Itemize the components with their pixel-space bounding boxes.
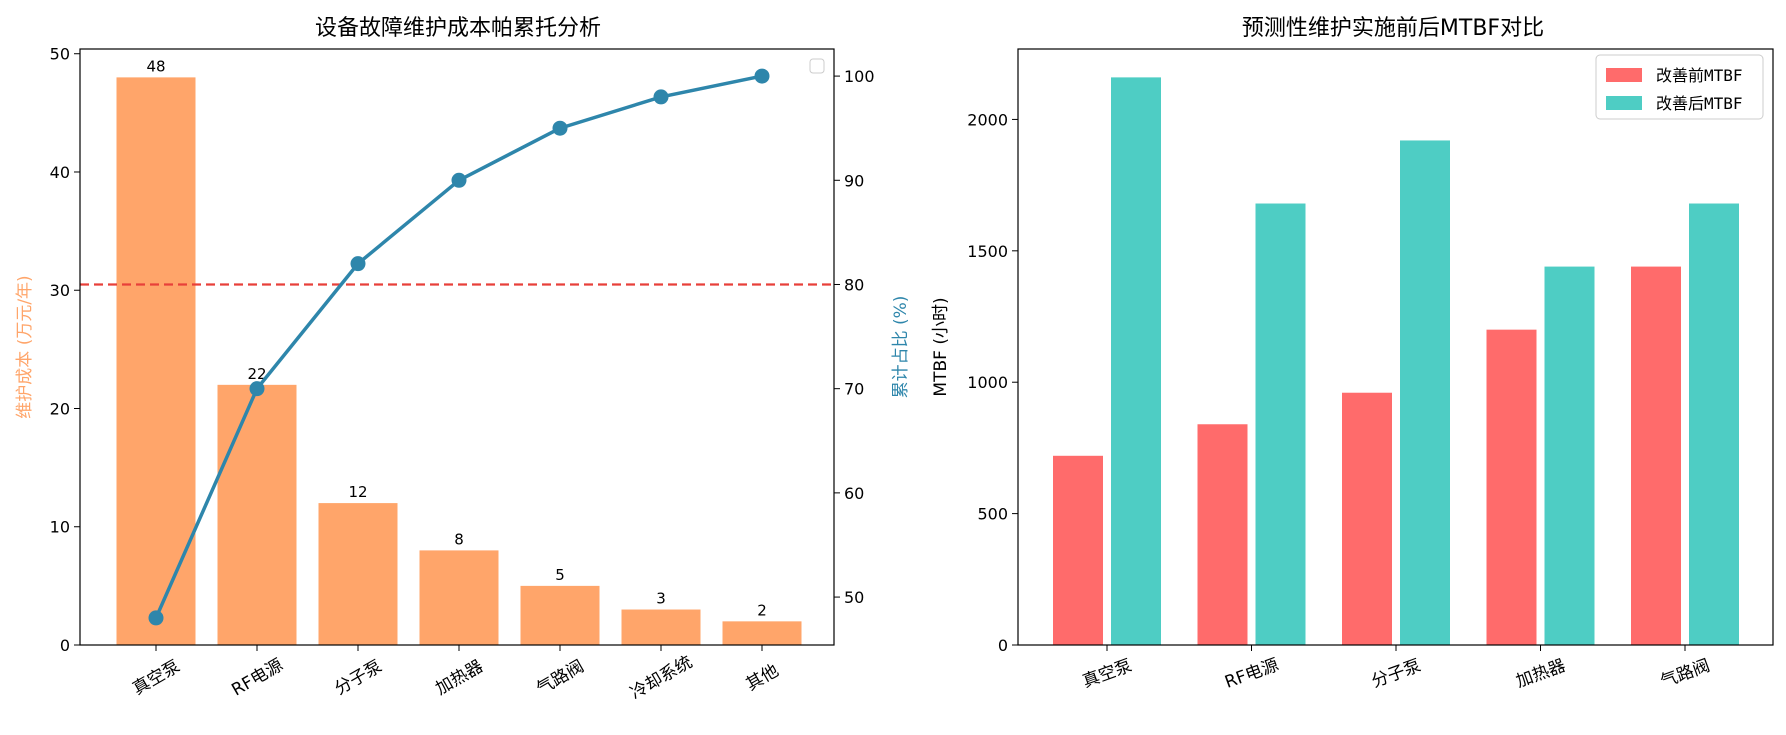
cumulative-point-气路阀 — [552, 120, 568, 136]
legend-label-before: 改善前MTBF — [1656, 66, 1743, 85]
cumulative-point-真空泵 — [148, 610, 164, 626]
bar-其他 — [722, 621, 802, 645]
legend-swatch-after — [1606, 96, 1642, 110]
cumulative-point-冷却系统 — [653, 89, 669, 105]
legend-swatch-before — [1606, 68, 1642, 82]
pareto-y2-axis-label: 累计占比 (%) — [891, 296, 911, 399]
y-tick-label: 500 — [977, 505, 1008, 524]
y2-tick-label: 70 — [844, 380, 864, 399]
bar-before-RF电源 — [1197, 424, 1248, 645]
y-tick-label: 10 — [50, 518, 70, 537]
data-label-其他: 2 — [757, 601, 767, 619]
bar-before-气路阀 — [1631, 266, 1681, 645]
y2-tick-label: 90 — [844, 171, 864, 190]
legend-label-after: 改善后MTBF — [1656, 94, 1743, 113]
bar-after-分子泵 — [1400, 140, 1450, 645]
y-tick-label: 0 — [60, 636, 70, 655]
data-label-真空泵: 48 — [146, 57, 165, 75]
mtbf-y-axis-label: MTBF (小时) — [931, 297, 951, 396]
y2-tick-label: 50 — [844, 588, 864, 607]
y-tick-label: 1000 — [967, 373, 1008, 392]
bar-after-气路阀 — [1689, 203, 1739, 645]
pareto-title: 设备故障维护成本帕累托分析 — [315, 16, 601, 41]
bar-after-RF电源 — [1255, 203, 1306, 645]
y-tick-label: 40 — [50, 163, 70, 182]
data-label-冷却系统: 3 — [656, 590, 666, 608]
cumulative-point-RF电源 — [249, 381, 265, 397]
bar-before-加热器 — [1486, 329, 1537, 645]
bar-冷却系统 — [621, 609, 701, 645]
y2-tick-label: 100 — [844, 67, 875, 86]
bar-after-真空泵 — [1111, 77, 1161, 645]
bar-气路阀 — [520, 585, 600, 645]
y2-tick-label: 80 — [844, 275, 864, 294]
y-tick-label: 0 — [998, 636, 1008, 655]
y-tick-label: 30 — [50, 281, 70, 300]
y-tick-label: 50 — [50, 45, 70, 64]
pareto-axes-frame — [79, 48, 835, 646]
bar-分子泵 — [318, 503, 398, 645]
y-tick-label: 2000 — [967, 110, 1008, 129]
bar-RF电源 — [217, 384, 297, 645]
bar-加热器 — [419, 550, 499, 645]
bar-真空泵 — [116, 77, 196, 645]
pareto-y-axis-label: 维护成本 (万元/年) — [15, 275, 35, 418]
data-label-分子泵: 12 — [348, 483, 367, 501]
y-tick-label: 1500 — [967, 242, 1008, 261]
bar-after-加热器 — [1544, 266, 1595, 645]
cumulative-point-分子泵 — [350, 256, 366, 272]
bar-before-分子泵 — [1342, 392, 1392, 645]
cumulative-point-其他 — [754, 68, 770, 84]
y-tick-label: 20 — [50, 399, 70, 418]
cumulative-point-加热器 — [451, 172, 467, 188]
data-label-气路阀: 5 — [555, 566, 565, 584]
y2-tick-label: 60 — [844, 484, 864, 503]
mtbf-title: 预测性维护实施前后MTBF对比 — [1242, 16, 1544, 41]
bar-before-真空泵 — [1053, 455, 1103, 645]
mtbf-legend: 改善前MTBF 改善后MTBF — [1595, 54, 1764, 120]
data-label-RF电源: 22 — [247, 365, 266, 383]
empty-legend-box — [809, 58, 825, 74]
data-label-加热器: 8 — [454, 530, 464, 548]
